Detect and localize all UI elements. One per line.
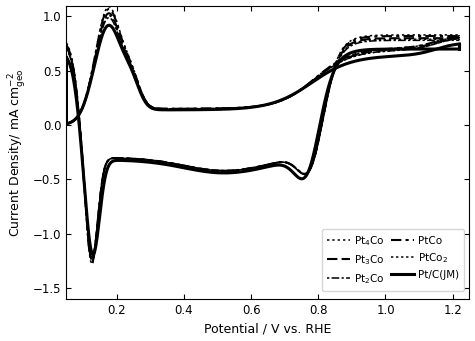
Y-axis label: Current Density/ mA $\mathregular{cm_{geo}^{-2}}$: Current Density/ mA $\mathregular{cm_{ge… [6, 68, 28, 237]
Legend: Pt$_4$Co, Pt$_3$Co, Pt$_2$Co, PtCo, PtCo$_2$, Pt/C(JM): Pt$_4$Co, Pt$_3$Co, Pt$_2$Co, PtCo, PtCo… [322, 229, 464, 291]
X-axis label: Potential / V vs. RHE: Potential / V vs. RHE [204, 323, 332, 336]
